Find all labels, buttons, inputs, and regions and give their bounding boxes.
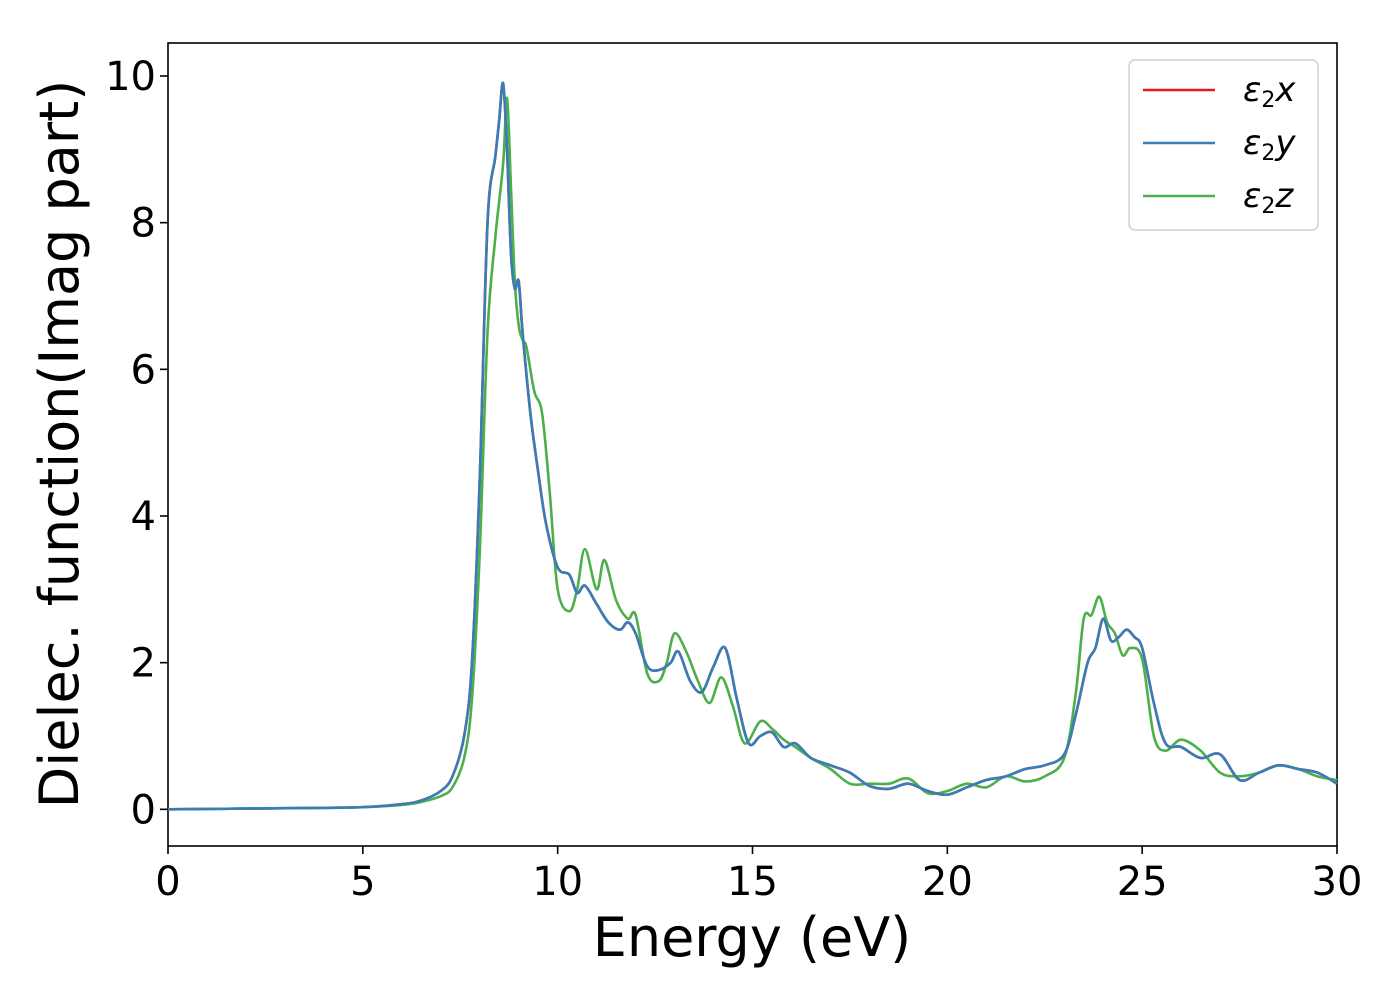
legend-entry: ε2y [1143,123,1296,166]
x-axis-label: Energy (eV) [593,906,912,969]
x-tick-label: 20 [922,859,973,905]
y-tick-label: 10 [105,54,156,100]
y-axis-ticks: 0 2 4 6 8 10 [105,54,168,833]
y-tick-label: 0 [131,787,156,833]
legend-entry: ε2x [1143,70,1296,113]
legend-label: ε2y [1243,123,1296,166]
x-axis-ticks: 0 5 10 15 20 25 30 [155,846,1362,905]
legend-label: ε2z [1243,176,1294,219]
y-axis-label: Dielec. function(Imag part) [28,80,91,809]
y-tick-label: 4 [131,494,156,540]
legend-entry: ε2z [1143,176,1294,219]
x-tick-label: 25 [1117,859,1168,905]
legend: ε2x ε2y ε2z [1128,59,1319,231]
legend-label: ε2x [1243,70,1296,113]
x-tick-label: 15 [727,859,778,905]
x-tick-label: 10 [532,859,583,905]
y-tick-label: 2 [131,641,156,687]
series-line-ε2y [167,81,1338,811]
series-line-ε2z [167,96,1338,811]
legend-box [1128,59,1319,231]
x-tick-label: 5 [350,859,375,905]
series-layer [167,81,1338,811]
legend-items: ε2x ε2y ε2z [1143,70,1296,219]
y-tick-label: 8 [131,201,156,247]
x-tick-label: 0 [155,859,180,905]
y-tick-label: 6 [131,347,156,393]
x-tick-label: 30 [1312,859,1363,905]
